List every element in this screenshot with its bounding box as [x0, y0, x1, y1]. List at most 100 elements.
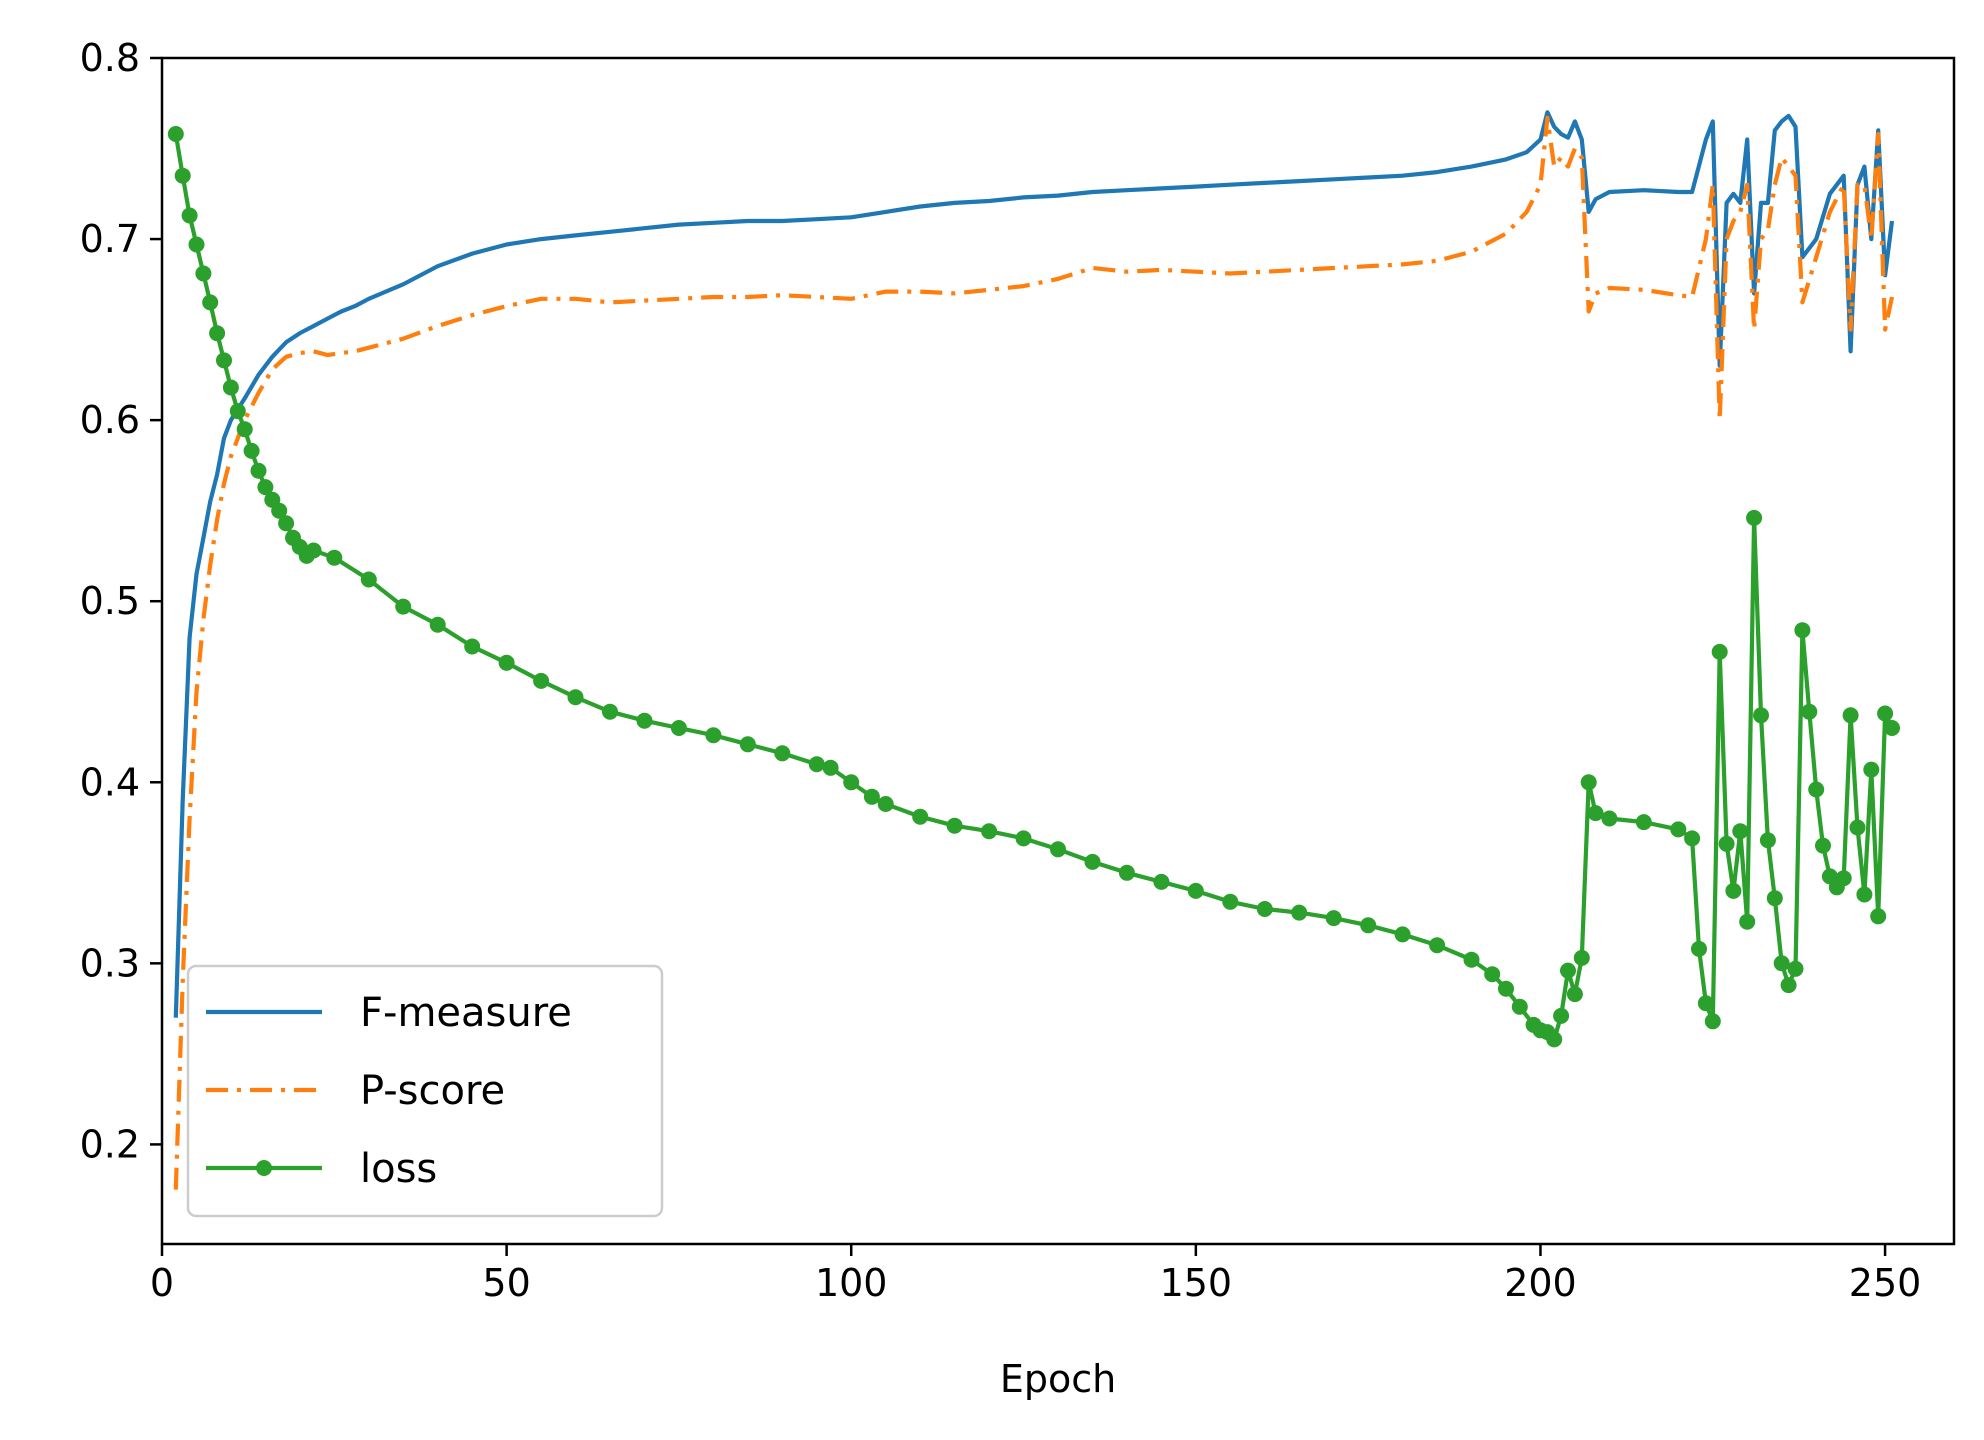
data-point [222, 379, 239, 396]
data-point [1725, 882, 1742, 899]
data-point [822, 759, 839, 776]
legend-item: F-measure [206, 990, 572, 1036]
data-point [1511, 998, 1528, 1015]
data-point [808, 756, 825, 773]
y-tick-label: 0.8 [80, 36, 140, 80]
data-point [1429, 937, 1446, 954]
data-point [1015, 830, 1032, 847]
data-point [1849, 819, 1866, 836]
data-point [1153, 873, 1170, 890]
legend-box [186, 964, 664, 1218]
data-point [1573, 949, 1590, 966]
data-point [567, 689, 584, 706]
data-point [1394, 926, 1411, 943]
x-tick-label: 100 [815, 1261, 888, 1305]
data-point [1753, 707, 1769, 724]
data-point [1815, 837, 1831, 854]
data-point [1484, 966, 1501, 983]
data-point [1118, 864, 1135, 881]
data-point [1746, 509, 1763, 526]
data-point [843, 774, 860, 791]
data-point [1842, 707, 1859, 724]
data-point [498, 654, 515, 671]
y-tick-label: 0.4 [80, 760, 140, 804]
data-point [1780, 977, 1797, 994]
data-point [1498, 980, 1514, 997]
data-point [1560, 962, 1576, 979]
data-point [1291, 904, 1308, 921]
legend-label: P-score [360, 1068, 505, 1114]
data-point [981, 823, 998, 840]
data-point [326, 549, 343, 566]
series-line [173, 110, 1895, 1018]
data-point [174, 167, 191, 184]
data-point [636, 712, 653, 729]
legend-label: F-measure [360, 990, 572, 1036]
data-point [1856, 886, 1873, 903]
data-point [250, 462, 267, 479]
data-point [1732, 823, 1749, 840]
data-point [1739, 913, 1756, 930]
y-tick-label: 0.2 [80, 1122, 140, 1166]
data-point [533, 672, 550, 689]
data-point [602, 703, 618, 720]
data-point [1718, 835, 1735, 852]
y-axis: 0.2 0.3 0.4 0.5 0.6 0.7 0.8 [80, 36, 162, 1166]
data-point [181, 207, 198, 224]
plot-frame [160, 56, 1956, 1246]
data-point [1580, 774, 1597, 791]
data-point [1808, 781, 1825, 798]
legend-label: loss [360, 1146, 437, 1192]
data-point [1835, 870, 1852, 887]
data-point [236, 421, 253, 438]
data-point [670, 720, 687, 736]
data-point [1773, 955, 1790, 972]
data-point [1697, 995, 1714, 1012]
data-point [1325, 910, 1342, 927]
data-point [705, 727, 722, 744]
data-point [188, 236, 205, 253]
data-point [202, 294, 219, 311]
data-point [1601, 810, 1618, 827]
y-tick-label: 0.3 [80, 941, 140, 985]
data-point [1870, 908, 1887, 925]
data-point [243, 442, 260, 459]
x-tick-label: 250 [1849, 1261, 1922, 1305]
data-point [877, 796, 894, 812]
series-f-measure [173, 110, 1895, 1018]
x-tick-label: 200 [1504, 1261, 1577, 1305]
data-point [1222, 893, 1239, 910]
legend-marker [256, 1160, 272, 1176]
data-point [1587, 805, 1604, 822]
data-point [1670, 821, 1687, 838]
data-point [1566, 986, 1583, 1003]
data-point [195, 265, 212, 282]
data-point [257, 479, 274, 496]
data-point [1050, 841, 1066, 858]
data-point [1546, 1031, 1563, 1048]
data-point [1635, 814, 1652, 831]
data-point [1691, 940, 1707, 957]
data-point [464, 638, 481, 655]
data-point [1711, 643, 1728, 660]
data-point [946, 817, 963, 834]
x-tick-label: 0 [150, 1261, 174, 1305]
data-point [1877, 705, 1894, 722]
data-point [1787, 960, 1804, 977]
data-point [863, 788, 880, 805]
data-point [1801, 703, 1818, 720]
data-point [429, 616, 446, 633]
series-line [173, 115, 1895, 1190]
data-point [739, 736, 756, 753]
data-point [1553, 1007, 1570, 1024]
legend: F-measure P-score loss [186, 964, 664, 1218]
data-point [1759, 832, 1776, 849]
data-point [395, 598, 412, 615]
data-point [209, 325, 226, 342]
y-tick-label: 0.7 [80, 217, 140, 261]
data-point [229, 403, 246, 420]
data-point [1463, 951, 1480, 968]
data-point [1256, 901, 1273, 917]
data-point [912, 808, 929, 825]
